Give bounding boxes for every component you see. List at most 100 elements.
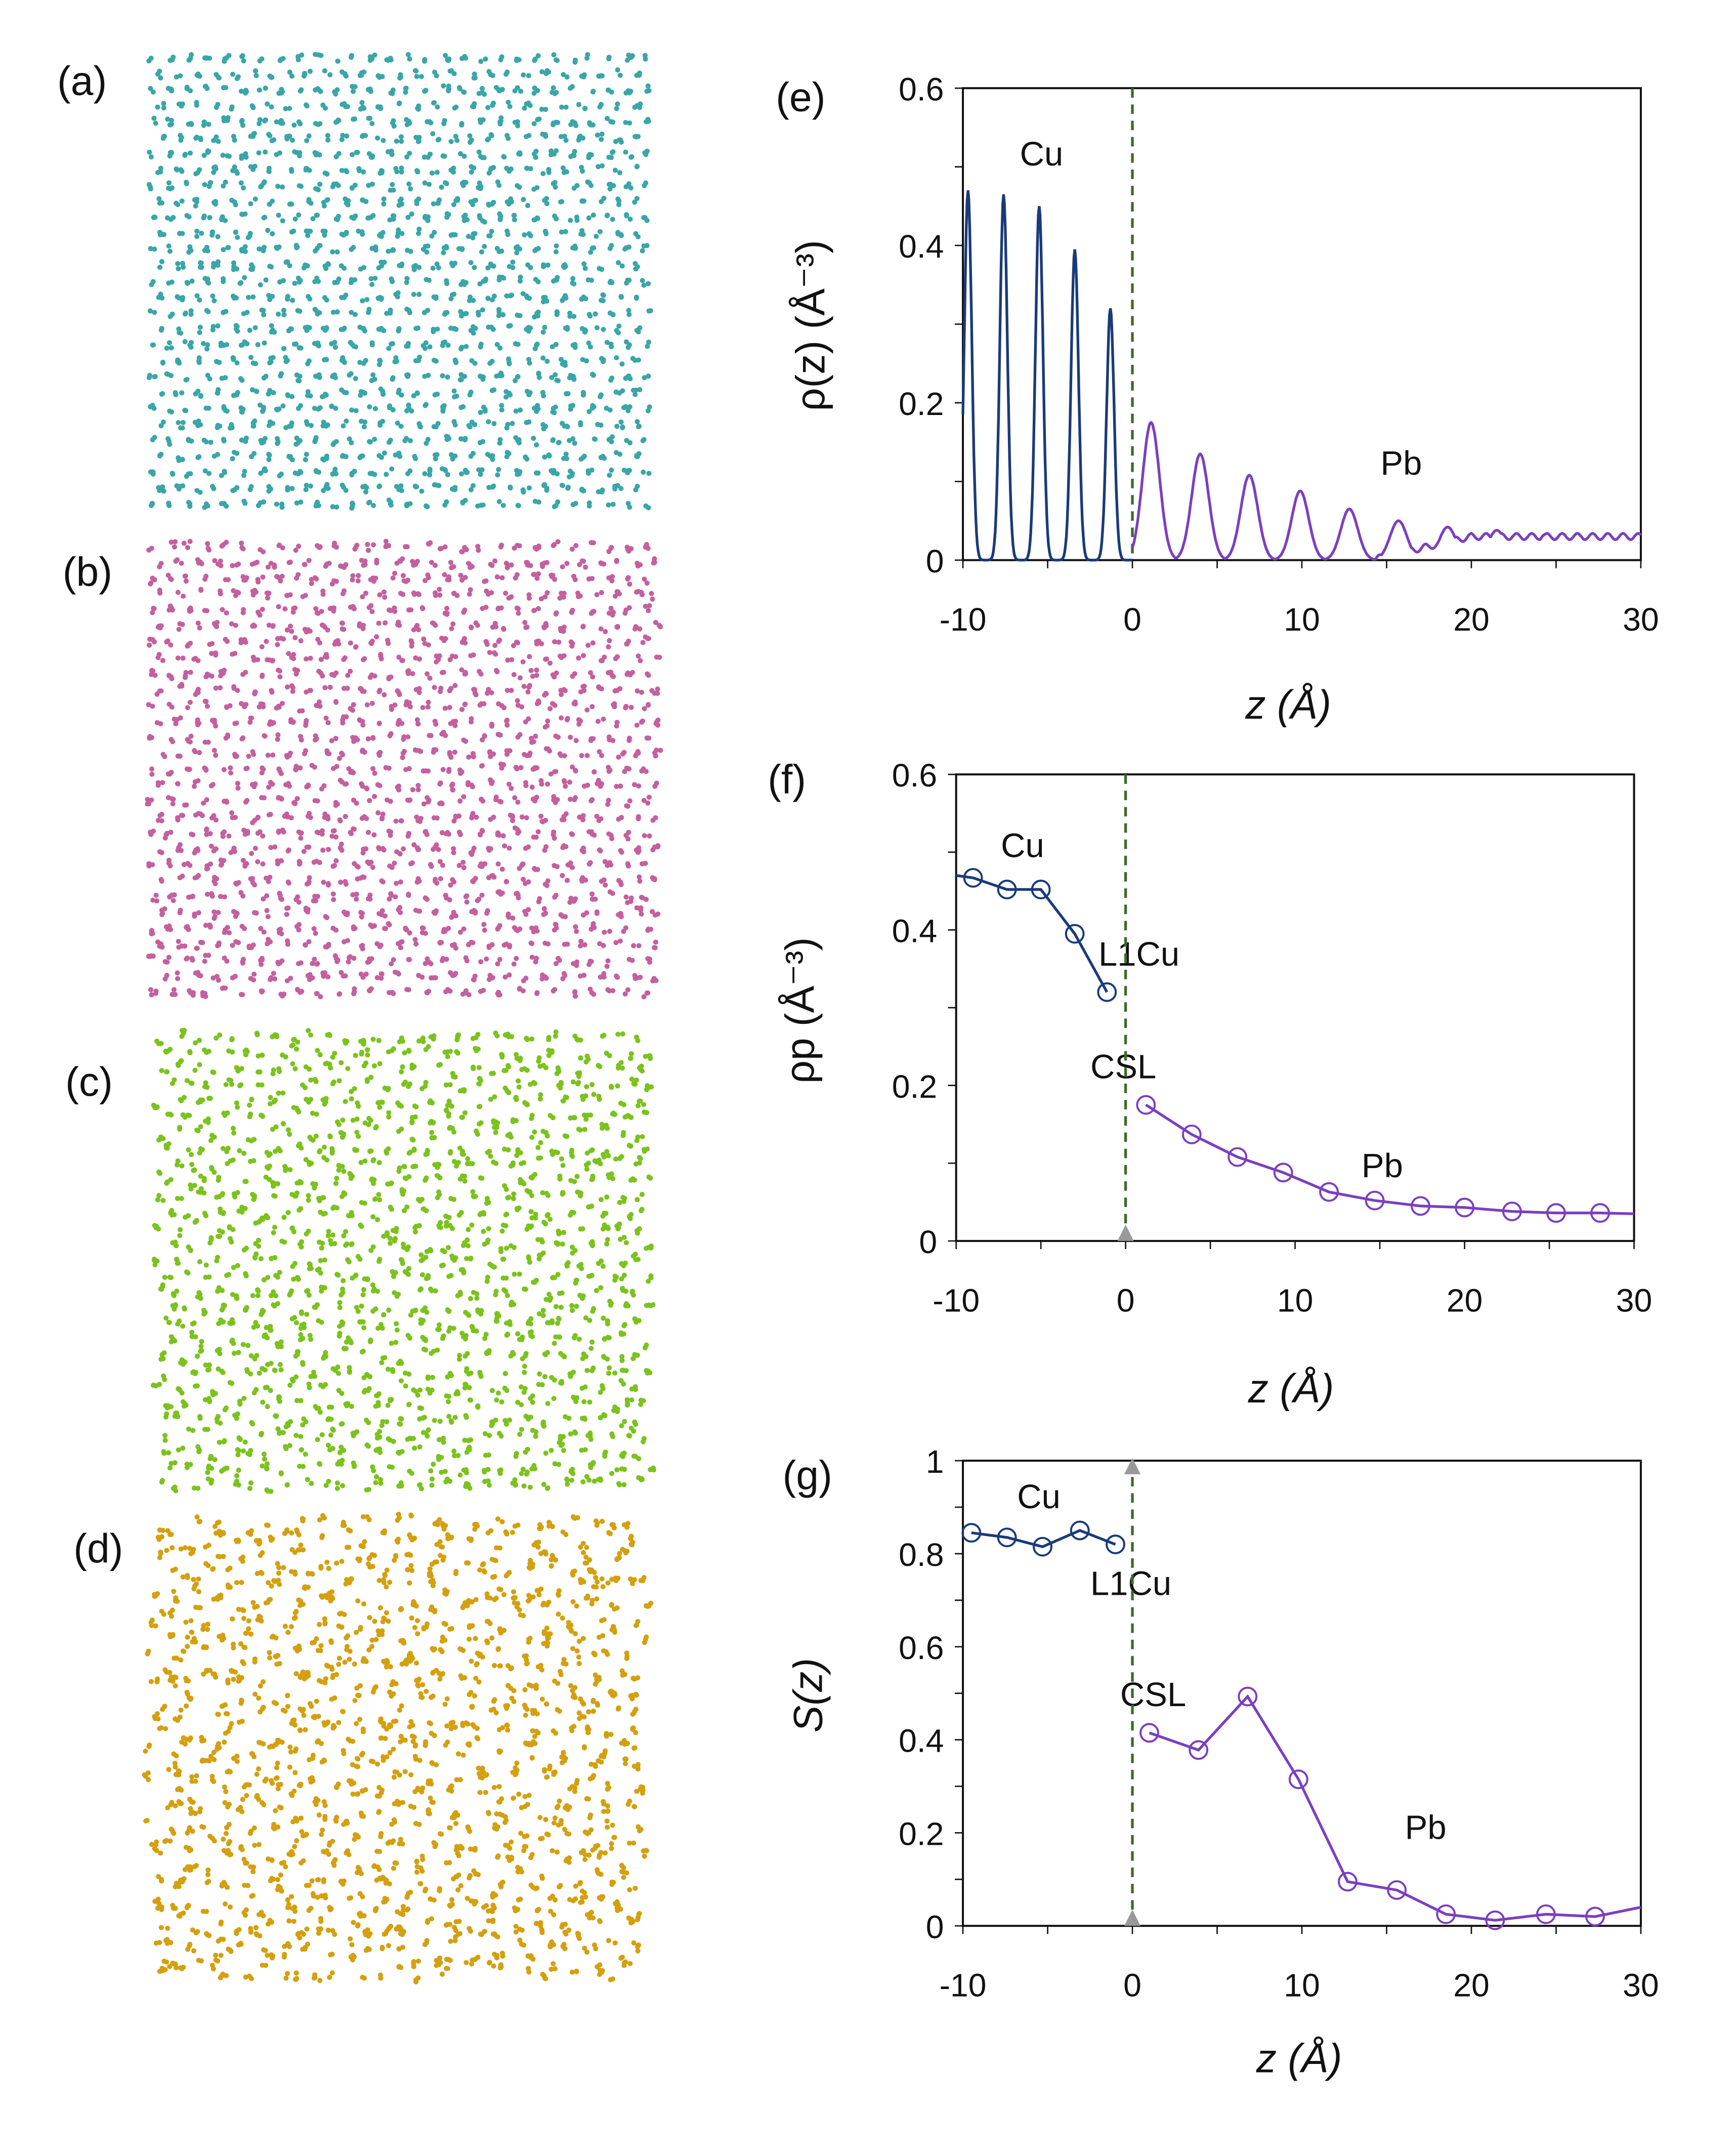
atom	[193, 171, 199, 177]
atom	[570, 832, 575, 837]
atom	[431, 1036, 436, 1042]
atom	[215, 390, 220, 396]
atom	[211, 170, 217, 175]
atom	[540, 329, 546, 335]
atom	[535, 309, 541, 315]
atom	[279, 958, 285, 964]
atom	[419, 488, 425, 494]
atom	[453, 134, 458, 139]
atom	[459, 707, 465, 712]
atom	[175, 655, 181, 661]
atom	[158, 688, 164, 694]
atom	[168, 345, 174, 351]
atom	[313, 931, 318, 936]
atom	[298, 470, 304, 475]
atom	[388, 307, 393, 313]
atom	[258, 438, 264, 443]
atom	[255, 657, 261, 663]
atom	[186, 641, 192, 647]
atom	[589, 896, 595, 902]
atom	[551, 85, 556, 91]
atom	[533, 733, 538, 739]
atom	[611, 183, 616, 188]
atom	[174, 167, 180, 173]
atom	[366, 439, 372, 444]
atom	[470, 483, 476, 488]
atom	[319, 786, 325, 792]
atom	[552, 213, 558, 219]
atom	[461, 153, 467, 159]
atom	[276, 213, 281, 218]
atom	[560, 361, 565, 367]
atom	[317, 242, 323, 249]
atom	[580, 390, 586, 395]
atom	[303, 723, 309, 728]
atom	[514, 956, 519, 961]
atom	[226, 833, 232, 839]
atom	[598, 394, 603, 399]
atom	[580, 845, 586, 851]
atom	[351, 702, 356, 708]
atom	[289, 73, 295, 79]
atom	[194, 234, 200, 239]
atom	[263, 149, 268, 155]
atom	[364, 786, 370, 792]
atom	[210, 781, 216, 788]
atom	[298, 638, 304, 644]
atom	[478, 472, 483, 477]
atom	[341, 973, 346, 979]
atom	[157, 590, 163, 596]
atom	[177, 330, 182, 336]
atom	[524, 624, 530, 630]
atom	[547, 706, 553, 712]
atom	[616, 591, 622, 597]
atom	[257, 87, 262, 93]
atom	[634, 722, 640, 728]
atom	[580, 813, 586, 818]
atom	[600, 292, 606, 298]
atom	[479, 249, 485, 255]
atom	[333, 736, 338, 741]
atom	[515, 374, 521, 380]
atom	[381, 196, 387, 202]
atom	[515, 85, 520, 91]
atom	[436, 847, 441, 852]
atom	[595, 132, 600, 138]
atom	[183, 377, 189, 383]
atom	[386, 439, 392, 445]
atom	[187, 862, 193, 868]
atom	[459, 577, 465, 583]
atom	[628, 705, 634, 710]
atom	[460, 500, 465, 506]
atom	[209, 641, 215, 646]
atom	[187, 699, 193, 705]
atom	[340, 717, 346, 723]
atom	[243, 799, 248, 805]
atom	[586, 470, 591, 476]
atom	[288, 167, 294, 172]
atom	[544, 358, 550, 364]
atom	[265, 914, 271, 920]
atom	[484, 956, 489, 962]
atom	[293, 548, 299, 553]
atom	[473, 325, 478, 331]
atom	[150, 279, 156, 284]
atom	[598, 454, 604, 460]
atom	[209, 815, 215, 821]
atom	[430, 131, 436, 137]
atom	[573, 767, 578, 773]
atom	[206, 184, 212, 189]
atom	[236, 590, 241, 596]
atom	[185, 471, 191, 477]
atom	[272, 1032, 278, 1038]
atom	[453, 326, 459, 332]
atom	[376, 621, 382, 626]
atom	[598, 626, 604, 632]
atom	[404, 544, 410, 550]
atom	[572, 797, 577, 803]
atom	[363, 489, 369, 494]
atom	[433, 358, 439, 364]
atom	[404, 408, 410, 413]
atom	[589, 371, 596, 377]
atom	[581, 488, 586, 493]
